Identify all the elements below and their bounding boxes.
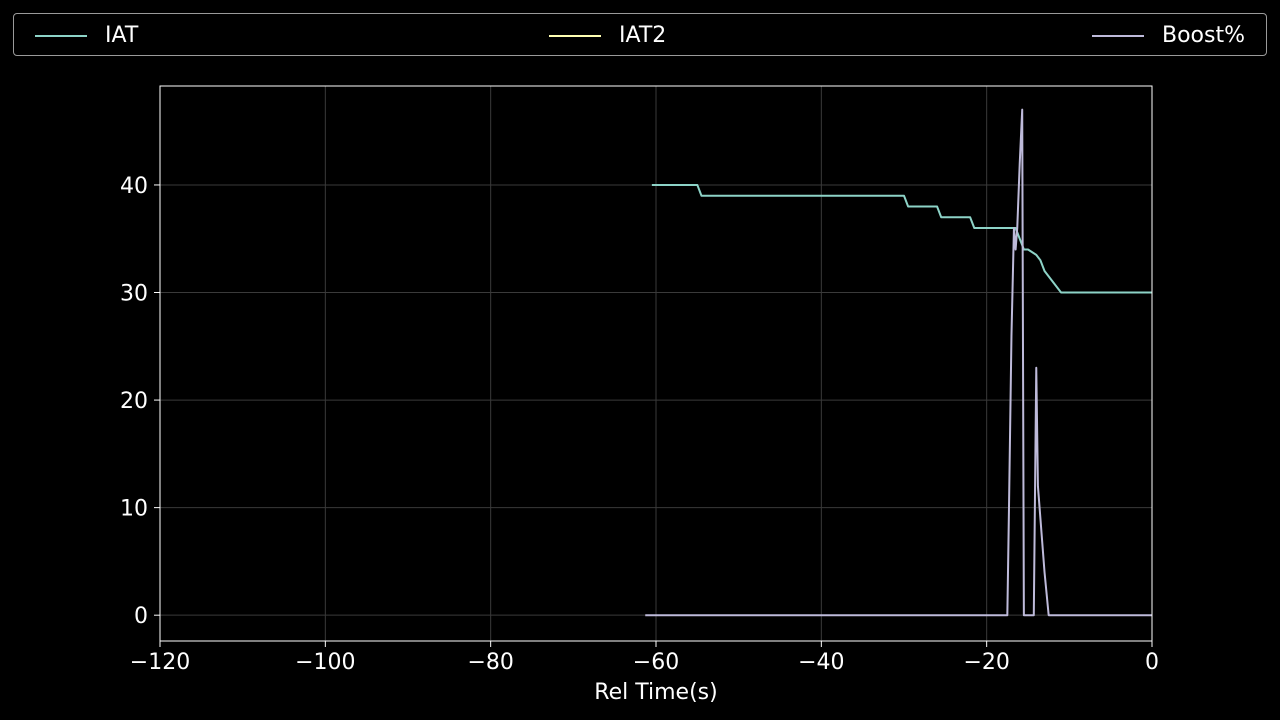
legend-entry-boost: Boost% [1092,14,1245,57]
x-tick-label: −40 [798,650,844,675]
legend-entry-iat2: IAT2 [549,14,666,57]
grid-lines [159,86,1153,641]
axis-ticks: −120 −100 −80 −60 −40 −20 0 0 10 20 30 40 [120,174,1159,675]
x-tick-label: −80 [467,650,513,675]
x-tick-label: −100 [295,650,355,675]
legend: IAT IAT2 Boost% [13,13,1267,56]
legend-label-iat: IAT [105,23,139,48]
y-tick-label: 40 [120,174,148,199]
series-line-boost- [645,108,1152,617]
y-tick-label: 10 [120,497,148,522]
series-lines [645,108,1152,617]
x-tick-label: −20 [963,650,1009,675]
legend-entry-iat: IAT [35,14,138,57]
legend-label-boost: Boost% [1162,23,1246,48]
legend-label-iat2: IAT2 [619,23,667,48]
series-line-iat [651,183,1152,294]
y-tick-label: 0 [134,604,148,629]
y-tick-label: 30 [120,282,148,307]
x-axis-label: Rel Time(s) [594,680,717,705]
x-tick-label: −120 [130,650,190,675]
y-tick-label: 20 [120,389,148,414]
legend-swatch-boost [1092,34,1144,37]
x-tick-label: −60 [633,650,679,675]
legend-swatch-iat [35,34,87,37]
x-tick-label: 0 [1145,650,1159,675]
legend-swatch-iat2 [549,34,601,37]
